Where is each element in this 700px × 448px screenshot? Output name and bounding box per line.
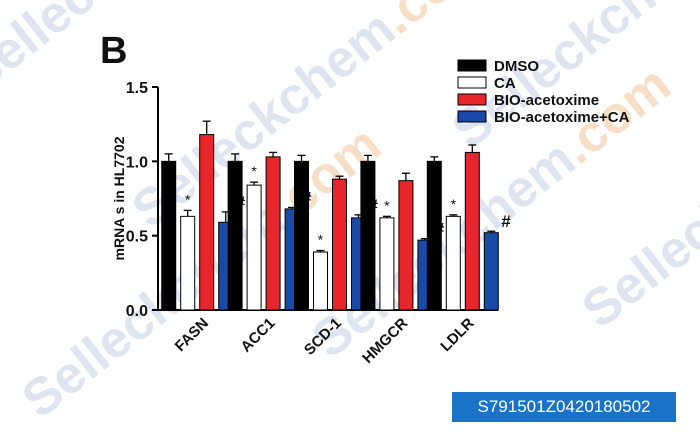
y-tick-label: 0.0 [126, 303, 148, 320]
bar-dmso [360, 160, 376, 311]
bar-bio-acetoxime [265, 156, 281, 311]
image-id-badge: S791501Z0420180502 [452, 392, 676, 422]
bar-bio-acetoxime [199, 134, 215, 311]
bar-dmso [294, 160, 309, 311]
x-tick-label: HMGCR [359, 315, 411, 367]
bar-ca [379, 217, 395, 311]
y-axis-label: mRNA s in HL7702 [111, 136, 127, 260]
bar-dmso [426, 160, 442, 311]
significance-mark: * [451, 196, 457, 212]
legend-swatch [457, 76, 487, 89]
legend-swatch [457, 59, 487, 72]
y-tick-label: 1.5 [126, 80, 148, 97]
x-tick-label: LDLR [437, 315, 477, 355]
bar-ca [246, 184, 262, 311]
bar-ca [313, 251, 328, 311]
x-tick-label: FASN [172, 315, 212, 355]
bar-ca [180, 215, 196, 311]
y-tick-label: 0.5 [126, 229, 148, 246]
bar-bio-acetoxime-ca [483, 232, 499, 311]
legend-label: BIO-acetoxime+CA [494, 109, 630, 126]
significance-mark: * [384, 197, 390, 213]
legend-label: CA [494, 75, 516, 92]
significance-mark: * [185, 191, 191, 207]
bar-dmso [227, 160, 243, 311]
significance-mark: * [251, 163, 257, 179]
legend-swatch [457, 93, 487, 106]
bar-ca [445, 215, 461, 311]
significance-mark: # [501, 212, 511, 231]
x-tick-label: ACC1 [238, 315, 279, 356]
panel-label: B [100, 30, 128, 72]
legend-label: DMSO [494, 58, 539, 75]
bar-bio-acetoxime [398, 180, 414, 311]
bar-bio-acetoxime [464, 151, 480, 311]
legend-swatch [457, 110, 487, 123]
x-tick-label: SCD-1 [301, 315, 345, 359]
bar-dmso [161, 160, 177, 311]
bar-bio-acetoxime [332, 178, 347, 311]
significance-mark: * [318, 232, 324, 248]
legend-label: BIO-acetoxime [494, 92, 599, 109]
y-tick-label: 1.0 [126, 154, 148, 171]
